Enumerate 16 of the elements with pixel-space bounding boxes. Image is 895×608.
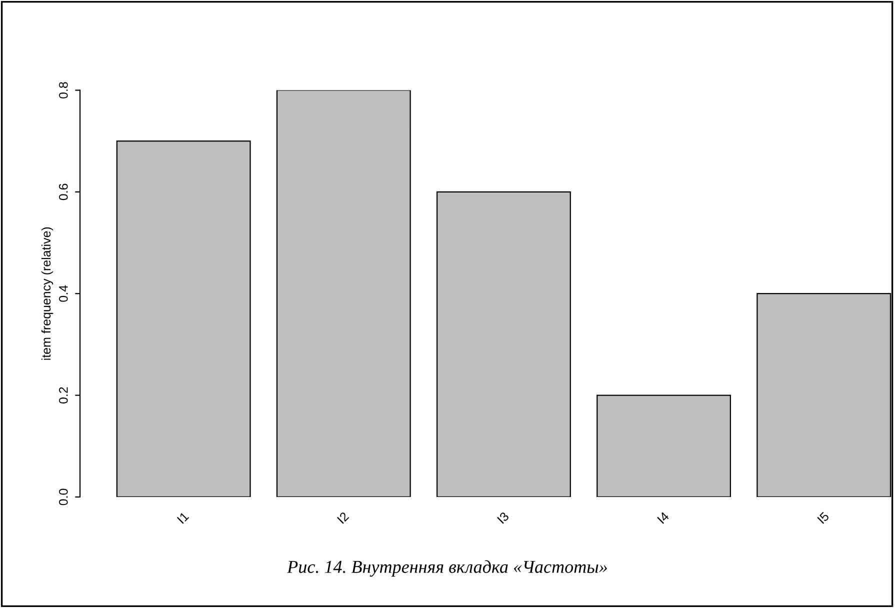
x-tick-label: I1 — [176, 512, 190, 524]
bar — [276, 90, 411, 497]
x-tick-label: I3 — [496, 511, 510, 524]
x-tick-label: I5 — [817, 512, 830, 524]
text: Рис. 14. Внутренняя вкладка «Частоты» — [287, 560, 607, 577]
y-tick-label: 0.8 — [58, 82, 68, 98]
x-tick-label: I4 — [657, 511, 670, 524]
bar — [596, 394, 731, 497]
bar — [116, 140, 251, 497]
y-tick-label: 0.4 — [58, 285, 68, 302]
y-tick-label: 0.6 — [58, 184, 68, 200]
y-axis-title: item frequency (relative) — [41, 227, 54, 360]
x-tick-label: I2 — [336, 512, 350, 524]
bar — [436, 191, 571, 497]
y-tick-label: 0.2 — [58, 387, 68, 404]
y-tick-label: 0.0 — [58, 488, 68, 506]
